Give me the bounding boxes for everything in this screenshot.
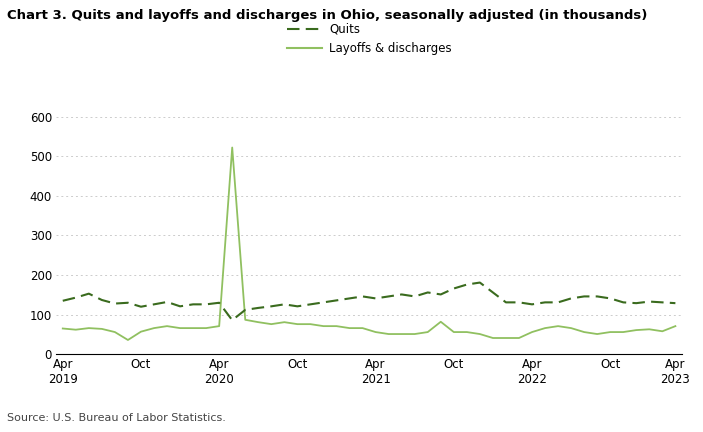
- Legend: Quits, Layoffs & discharges: Quits, Layoffs & discharges: [287, 23, 451, 55]
- Text: Chart 3. Quits and layoffs and discharges in Ohio, seasonally adjusted (in thous: Chart 3. Quits and layoffs and discharge…: [7, 9, 647, 22]
- Text: Source: U.S. Bureau of Labor Statistics.: Source: U.S. Bureau of Labor Statistics.: [7, 413, 226, 423]
